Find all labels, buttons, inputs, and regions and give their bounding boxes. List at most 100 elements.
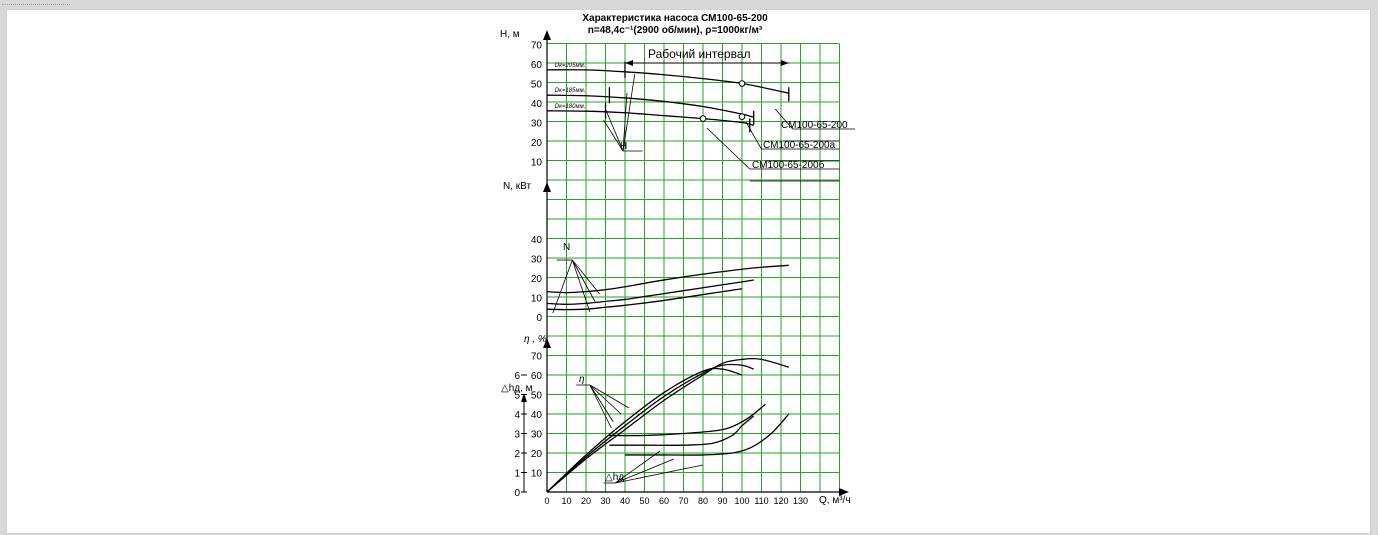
bep-marker-2 [738, 113, 746, 120]
efficiency-curve-line-3 [546, 367, 743, 493]
efficiency-curve-line-1 [546, 358, 789, 493]
bep-marker-1 [738, 80, 746, 87]
x-tick-label: 90 [717, 496, 727, 506]
eta-leader-1 [589, 384, 630, 409]
npsh-curve-line-3 [625, 413, 790, 456]
efficiency-tick-label: 30 [531, 430, 543, 441]
npsh-curve-line-1 [609, 415, 755, 446]
npsh-tick-label: 3 [514, 430, 520, 441]
h-leader-3 [622, 73, 636, 152]
power-tick-label: 20 [531, 274, 543, 285]
x-tick-label: 130 [793, 496, 808, 506]
n-leader-2 [571, 259, 597, 304]
h-leader-2 [622, 92, 628, 152]
h-leader-1 [605, 108, 624, 152]
label-cm100-65-200a: СМ100-65-200а [763, 140, 836, 151]
efficiency-tick-label: 20 [531, 449, 543, 460]
head-curve-line-1 [546, 69, 789, 94]
x-tick-label: 40 [620, 496, 630, 506]
power-axis-arrow [543, 182, 551, 192]
power-curve-line-3 [546, 288, 743, 311]
npsh-tick-label: 5 [514, 391, 520, 402]
power-tick-label: 10 [531, 294, 543, 305]
npsh-leader-3 [615, 464, 704, 484]
x-tick-label: 10 [561, 496, 571, 506]
x-tick-label: 30 [600, 496, 610, 506]
head-axis-label: Н, м [500, 29, 520, 40]
head-tick-label: 70 [531, 41, 543, 52]
leader-cm100-65-200b [706, 127, 840, 170]
pump-characteristic-chart: Характеристика насоса СМ100-65-200 n=48,… [500, 13, 856, 506]
x-tick-label: 110 [754, 496, 768, 506]
npsh-axis-label: △hд, м [501, 383, 533, 394]
power-tick-label: 40 [531, 235, 543, 246]
npsh-curve-line-2 [609, 403, 766, 437]
efficiency-tick-label: 60 [531, 371, 543, 382]
eta-leader-4 [589, 384, 612, 429]
x-tick-label: 100 [734, 496, 749, 506]
n-leader-3 [571, 259, 591, 313]
power-axis-label: N, кВт [503, 181, 531, 192]
power-tick-label: 30 [531, 255, 543, 266]
x-axis-arrow [839, 488, 849, 496]
head-tick-label: 10 [531, 158, 543, 169]
head-curve-line-3 [546, 110, 754, 127]
npsh-tick-label: 4 [514, 410, 520, 421]
head-tick-label: 40 [531, 99, 543, 110]
window-top-bar [0, 0, 1378, 5]
efficiency-axis-label: η , % [524, 334, 547, 345]
label-cm100-65-200: СМ100-65-200 [781, 120, 848, 131]
eta-leader-3 [589, 384, 614, 423]
diameter-label-3: Dк=180мм. [555, 104, 586, 110]
tab-stub[interactable] [2, 0, 70, 5]
npsh-leader-1 [615, 450, 661, 484]
head-tick-label: 30 [531, 119, 543, 130]
x-axis-label: Q, м³/ч [819, 495, 851, 506]
npsh-tick-label: 0 [514, 488, 520, 499]
power-marker-label: N [563, 242, 570, 253]
n-leader-1 [572, 259, 600, 295]
head-marker-label: H [620, 141, 627, 152]
series-lines [546, 69, 790, 493]
efficiency-curve-line-2 [546, 363, 754, 493]
head-tick-label: 20 [531, 138, 543, 149]
npsh-leader-2 [615, 458, 674, 484]
npsh-axis-arrow [521, 393, 527, 402]
power-curve-line-2 [546, 279, 754, 305]
grid [546, 43, 840, 493]
x-tick-label: 60 [659, 496, 669, 506]
diameter-label-1: Dк=205мм. [555, 63, 586, 69]
range-label: Рабочий интервал [648, 47, 751, 61]
n-leader-4 [552, 259, 573, 314]
diameter-label-2: Dк=185мм. [555, 88, 586, 94]
leader-cm100-65-200a [745, 121, 840, 150]
efficiency-tick-label: 10 [531, 469, 543, 480]
x-tick-label: 50 [639, 496, 649, 506]
head-tick-label: 50 [531, 80, 543, 91]
axes [521, 30, 849, 496]
chart-title: Характеристика насоса СМ100-65-200 [582, 13, 768, 24]
efficiency-marker-label: η [579, 374, 585, 385]
x-tick-label: 20 [581, 496, 591, 506]
efficiency-tick-label: 40 [531, 410, 543, 421]
efficiency-tick-label: 50 [531, 391, 543, 402]
label-cm100-65-200b: СМ100-65-200б [752, 159, 825, 171]
npsh-marker-label: △hд [605, 472, 624, 483]
x-tick-label: 70 [678, 496, 688, 506]
chart-subtitle: n=48,4с⁻¹(2900 об/мин), ρ=1000кг/м³ [588, 24, 763, 36]
annotations [552, 60, 856, 484]
x-tick-label: 0 [544, 496, 549, 506]
head-axis-arrow [543, 30, 551, 40]
bep-marker-3 [699, 115, 707, 122]
x-tick-label: 120 [773, 496, 788, 506]
chart-text: Характеристика насоса СМ100-65-200 n=48,… [500, 13, 851, 506]
eta-leader-2 [589, 384, 622, 415]
power-curve-line-1 [546, 264, 789, 294]
range-arrow-left [625, 60, 633, 66]
power-tick-label: 0 [536, 313, 542, 324]
efficiency-axis-arrow [543, 338, 551, 348]
efficiency-tick-label: 70 [531, 352, 543, 363]
leader-cm100-65-200 [774, 108, 856, 130]
h-leader-4 [603, 119, 624, 152]
head-tick-label: 60 [531, 60, 543, 71]
